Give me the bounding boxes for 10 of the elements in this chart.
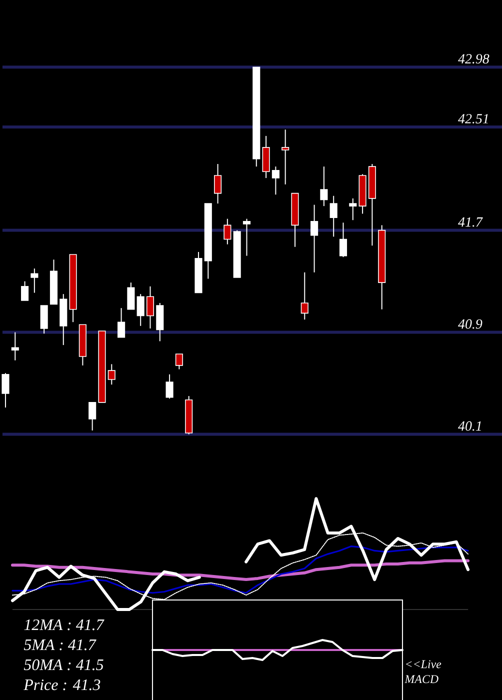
text: 5MA : 41.7 [24, 639, 96, 650]
text: <<Live MACD [404, 660, 441, 684]
y-tick-label: 42.51 [458, 114, 488, 124]
y-tick-label: 41.7 [458, 217, 483, 227]
y-tick-label: 42.98 [458, 54, 489, 64]
text: 12MA : 41.7 [24, 619, 104, 630]
y-tick-label: 40.9 [458, 319, 482, 329]
y-tick-label: 40.1 [458, 421, 481, 431]
text: Price : 41.3 [23, 679, 100, 690]
text: 50MA : 41.5 [24, 659, 104, 670]
